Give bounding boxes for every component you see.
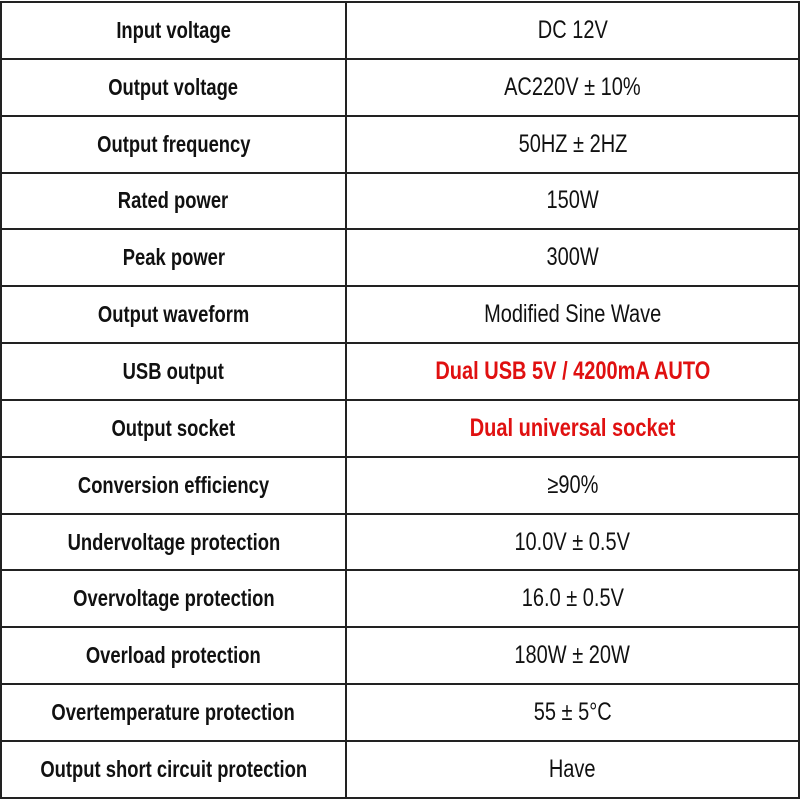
spec-value: Dual USB 5V / 4200mA AUTO — [435, 356, 710, 385]
spec-row: Undervoltage protection 10.0V ± 0.5V — [0, 512, 800, 572]
spec-label-cell: Conversion efficiency — [0, 455, 347, 515]
spec-row: Overload protection 180W ± 20W — [0, 626, 800, 686]
spec-label: Output voltage — [108, 73, 239, 100]
spec-label-cell: Output voltage — [0, 57, 347, 117]
spec-value: 16.0 ± 0.5V — [521, 584, 624, 613]
spec-value: 150W — [546, 186, 599, 215]
spec-label-cell: Undervoltage protection — [0, 512, 347, 572]
spec-row: Peak power 300W — [0, 228, 800, 288]
spec-label-cell: Overload protection — [0, 626, 347, 686]
spec-label-cell: Output frequency — [0, 114, 347, 174]
spec-value-cell: 180W ± 20W — [345, 626, 800, 686]
spec-row: Conversion efficiency ≥90% — [0, 455, 800, 515]
spec-value-cell: 55 ± 5°C — [345, 683, 800, 742]
spec-label: Rated power — [118, 187, 229, 214]
spec-row: Output short circuit protection Have — [0, 739, 800, 800]
spec-label: Overtemperature protection — [51, 699, 296, 726]
spec-value-cell: Dual USB 5V / 4200mA AUTO — [345, 342, 800, 401]
spec-label: Peak power — [122, 244, 225, 271]
spec-label-cell: USB output — [0, 342, 347, 401]
spec-value: AC220V ± 10% — [504, 72, 641, 101]
spec-value: 50HZ ± 2HZ — [518, 129, 627, 158]
spec-value-cell: Dual universal socket — [345, 398, 800, 458]
spec-value-cell: 150W — [345, 171, 800, 231]
spec-value: 55 ± 5°C — [533, 698, 612, 727]
spec-value-cell: DC 12V — [345, 1, 800, 60]
spec-label: Undervoltage protection — [67, 528, 280, 555]
spec-label-cell: Peak power — [0, 228, 347, 288]
spec-label-cell: Output short circuit protection — [0, 739, 347, 800]
spec-row: Overvoltage protection 16.0 ± 0.5V — [0, 569, 800, 629]
spec-row: Output socket Dual universal socket — [0, 398, 800, 458]
spec-value: ≥90% — [546, 470, 598, 499]
spec-row: Output waveform Modified Sine Wave — [0, 285, 800, 345]
spec-value: Modified Sine Wave — [483, 300, 662, 329]
spec-row: Output frequency 50HZ ± 2HZ — [0, 114, 800, 174]
spec-value-cell: AC220V ± 10% — [345, 57, 800, 117]
spec-label: Conversion efficiency — [77, 471, 270, 498]
spec-label: Output socket — [111, 414, 236, 441]
spec-value-cell: 16.0 ± 0.5V — [345, 569, 800, 629]
spec-value: Dual universal socket — [469, 413, 676, 442]
spec-label-cell: Input voltage — [0, 1, 347, 60]
spec-value-cell: 50HZ ± 2HZ — [345, 114, 800, 174]
spec-label: Output short circuit protection — [40, 755, 307, 782]
spec-label-cell: Output socket — [0, 398, 347, 458]
spec-row: Rated power 150W — [0, 171, 800, 231]
spec-value: 300W — [546, 243, 599, 272]
spec-label: Output frequency — [96, 130, 251, 157]
spec-label-cell: Overvoltage protection — [0, 569, 347, 629]
spec-label-cell: Rated power — [0, 171, 347, 231]
spec-value: DC 12V — [537, 15, 608, 44]
spec-value-cell: 300W — [345, 228, 800, 288]
spec-value-cell: 10.0V ± 0.5V — [345, 512, 800, 572]
spec-label-cell: Output waveform — [0, 285, 347, 345]
spec-value: 180W ± 20W — [514, 641, 631, 670]
spec-value-cell: Have — [345, 739, 800, 800]
spec-label: Output waveform — [97, 301, 250, 328]
spec-label: USB output — [122, 357, 225, 384]
spec-row: Input voltage DC 12V — [0, 1, 800, 60]
spec-value-cell: ≥90% — [345, 455, 800, 515]
spec-value-cell: Modified Sine Wave — [345, 285, 800, 345]
spec-row: Output voltage AC220V ± 10% — [0, 57, 800, 117]
spec-row: USB output Dual USB 5V / 4200mA AUTO — [0, 342, 800, 401]
spec-value: Have — [549, 754, 596, 783]
spec-label: Overload protection — [86, 642, 261, 669]
spec-label: Input voltage — [116, 16, 231, 43]
spec-row: Overtemperature protection 55 ± 5°C — [0, 683, 800, 742]
spec-value: 10.0V ± 0.5V — [514, 527, 631, 556]
spec-label: Overvoltage protection — [72, 585, 275, 612]
spec-label-cell: Overtemperature protection — [0, 683, 347, 742]
